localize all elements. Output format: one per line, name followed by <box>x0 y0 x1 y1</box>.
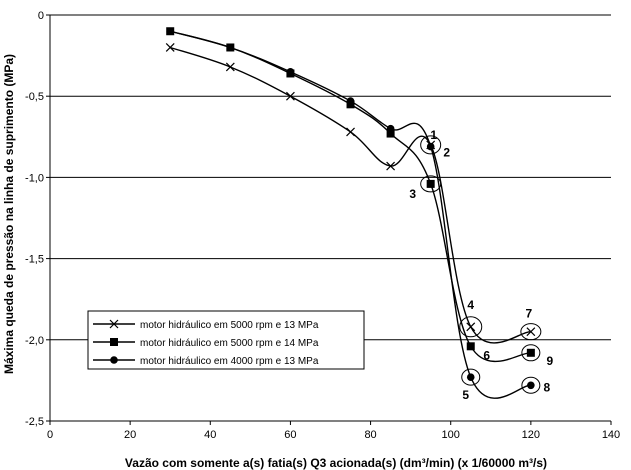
x-tick-labels: 0 20 40 60 80 100 120 140 <box>47 429 620 441</box>
legend-marker <box>109 319 119 329</box>
legend-marker <box>110 356 118 364</box>
data-point <box>527 381 535 390</box>
data-point <box>286 68 295 76</box>
annotation-label: 2 <box>443 146 450 160</box>
x-tick-label: 40 <box>204 429 216 441</box>
annotation-circle <box>420 175 442 193</box>
annotation-label: 1 <box>430 128 437 142</box>
axes <box>46 14 612 425</box>
annotation-circle <box>521 376 541 394</box>
x-tick-label: 80 <box>364 429 376 441</box>
y-tick-label: -0,5 <box>25 91 44 103</box>
legend-label: motor hidráulico em 5000 rpm e 13 MPa <box>140 320 319 331</box>
annotation-label: 9 <box>547 354 554 368</box>
data-point <box>386 129 395 138</box>
data-point <box>526 348 535 357</box>
x-tick-label: 120 <box>522 429 540 441</box>
data-point <box>346 97 355 105</box>
annotation-circle <box>459 316 483 338</box>
data-point <box>165 43 175 52</box>
data-point <box>426 179 435 188</box>
legend-label: motor hidráulico em 4000 rpm e 13 MPa <box>140 356 319 367</box>
annotation-circle <box>520 323 542 341</box>
data-point <box>526 327 536 337</box>
legend-item: motor hidráulico em 4000 rpm e 13 MPa <box>93 356 319 367</box>
data-point <box>286 91 295 101</box>
annotation-circle <box>461 368 481 386</box>
data-point <box>346 127 355 137</box>
series-1 <box>165 43 536 344</box>
data-point <box>226 43 235 52</box>
annotation-circle <box>420 135 442 155</box>
annotation-label: 7 <box>526 307 533 321</box>
x-tick-label: 100 <box>442 429 460 441</box>
data-point <box>466 342 475 351</box>
y-tick-labels: 0 -0,5 -1,0 -1,5 -2,0 -2,5 <box>25 10 44 428</box>
y-tick-label: -2,5 <box>25 416 44 428</box>
annotation-label: 8 <box>544 380 551 394</box>
y-tick-label: -2,0 <box>25 335 44 347</box>
data-point <box>386 161 396 171</box>
annotation-label: 6 <box>483 348 490 362</box>
y-tick-label: 0 <box>38 10 44 22</box>
data-point <box>466 322 476 332</box>
series-3 <box>166 27 535 399</box>
legend-marker <box>110 338 118 346</box>
x-tick-label: 140 <box>602 429 620 441</box>
gridlines <box>50 95 611 422</box>
annotation-label: 3 <box>409 187 416 201</box>
data-point <box>466 373 475 381</box>
legend-item: motor hidráulico em 5000 rpm e 13 MPa <box>93 319 319 331</box>
series-line <box>169 46 531 344</box>
y-axis-label: Máxima queda de pressão na linha de supr… <box>2 54 16 374</box>
legend-item: motor hidráulico em 5000 rpm e 14 MPa <box>93 338 319 349</box>
data-point <box>386 124 395 133</box>
annotation-layer: 12 3 4 5 6 7 8 9 <box>409 128 553 402</box>
y-tick-label: -1,0 <box>25 172 44 184</box>
x-tick-label: 60 <box>284 429 296 441</box>
legend-label: motor hidráulico em 5000 rpm e 14 MPa <box>140 338 319 349</box>
data-point <box>166 27 175 36</box>
x-axis-label: Vazão com somente a(s) fatia(s) Q3 acion… <box>125 456 547 470</box>
annotation-circle <box>521 344 541 362</box>
x-tick-label: 20 <box>124 429 136 441</box>
data-point <box>426 142 435 151</box>
legend: motor hidráulico em 5000 rpm e 13 MPa mot… <box>87 310 365 370</box>
series-layer <box>165 27 536 399</box>
x-tick-label: 0 <box>47 429 53 441</box>
annotation-label: 5 <box>462 388 469 402</box>
annotation-label: 4 <box>467 298 474 312</box>
y-tick-label: -1,5 <box>25 254 44 266</box>
data-point <box>225 62 235 72</box>
